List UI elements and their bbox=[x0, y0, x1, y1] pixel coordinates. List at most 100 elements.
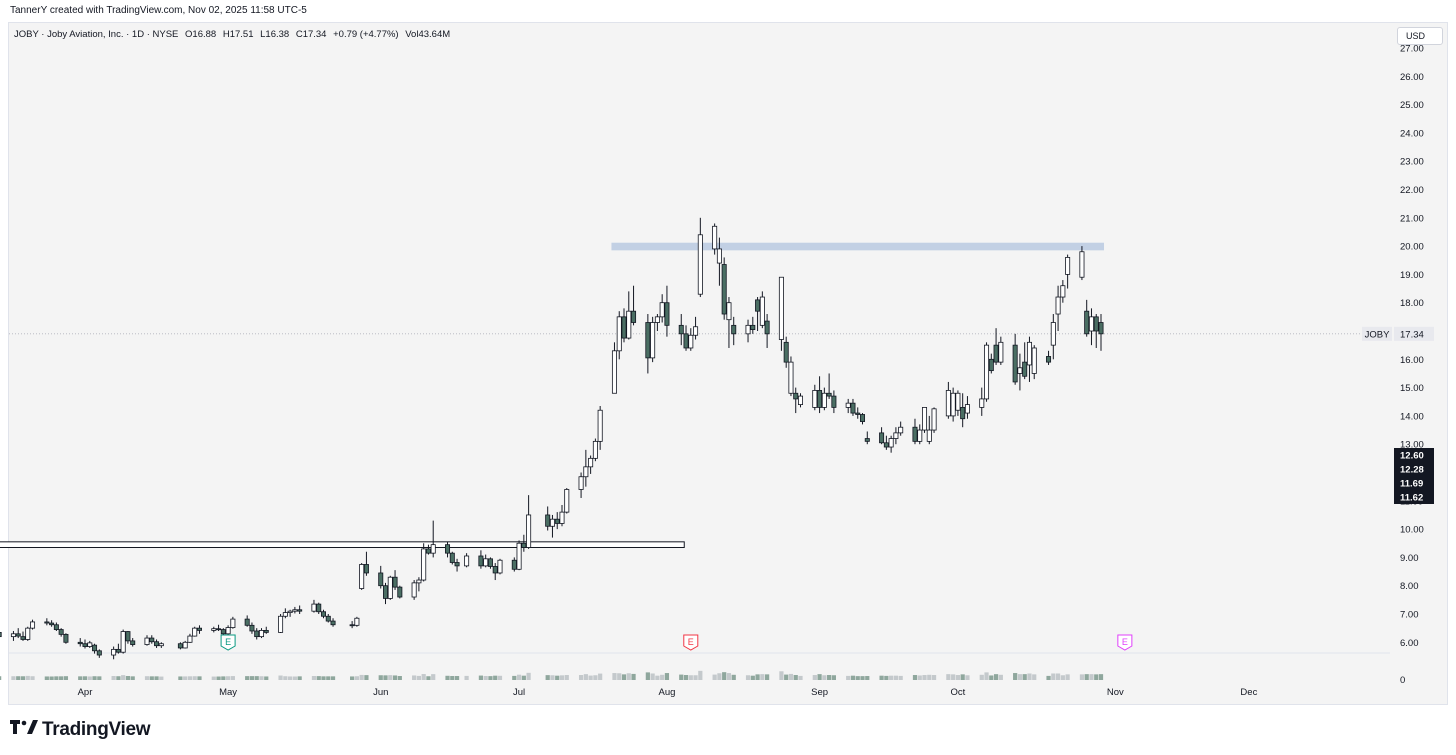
price-axis-tick: 19.00 bbox=[1400, 270, 1424, 281]
candle-body bbox=[860, 414, 866, 422]
volume-bar bbox=[1084, 674, 1089, 680]
candle-body bbox=[278, 615, 284, 633]
candle-body bbox=[492, 566, 498, 574]
candle-body bbox=[445, 544, 451, 554]
candle-body bbox=[592, 440, 598, 459]
volume-bar bbox=[827, 675, 832, 680]
candle-body bbox=[282, 612, 288, 617]
candle-body bbox=[721, 264, 727, 315]
candle-body bbox=[25, 627, 31, 640]
volume-bar bbox=[526, 672, 531, 680]
volume-bar bbox=[931, 675, 937, 680]
volume-bar bbox=[426, 676, 431, 680]
candle-body bbox=[898, 426, 904, 434]
candle-body bbox=[1088, 316, 1094, 332]
candle-body bbox=[549, 518, 555, 527]
candle-body bbox=[554, 518, 560, 524]
volume-bar bbox=[154, 676, 159, 680]
candle-body bbox=[583, 466, 589, 478]
candle-body bbox=[478, 555, 484, 567]
time-axis-tick: Nov bbox=[1107, 687, 1124, 698]
volume-bar bbox=[917, 675, 922, 680]
time-axis-tick: Oct bbox=[951, 687, 966, 698]
volume-bar bbox=[111, 676, 116, 680]
price-badge-text: 11.62 bbox=[1400, 493, 1423, 504]
volume-bar bbox=[712, 674, 717, 680]
volume-bar bbox=[984, 672, 989, 680]
tradingview-brand: TradingView bbox=[10, 719, 151, 741]
chart-panel[interactable] bbox=[8, 22, 1448, 705]
volume-bar bbox=[512, 675, 517, 680]
volume-bar bbox=[63, 676, 69, 680]
volume-bar bbox=[249, 676, 255, 680]
price-axis-tick: 27.00 bbox=[1400, 44, 1424, 55]
currency-button[interactable]: USD bbox=[1397, 27, 1443, 45]
price-axis-tick: 26.00 bbox=[1400, 72, 1424, 83]
volume-bar bbox=[898, 675, 903, 680]
volume-bar bbox=[726, 673, 732, 680]
candle-body bbox=[144, 637, 150, 645]
volume-bar bbox=[989, 675, 994, 680]
volume-bar bbox=[54, 676, 59, 680]
candle-body bbox=[449, 552, 455, 563]
volume-bar bbox=[698, 670, 703, 680]
volume-bar bbox=[412, 675, 417, 680]
tradingview-logo-icon bbox=[10, 719, 38, 741]
volume-bar bbox=[149, 676, 154, 680]
candle-body bbox=[750, 324, 756, 330]
volume-bar bbox=[44, 676, 49, 680]
price-badge bbox=[1394, 448, 1434, 462]
volume-bar bbox=[650, 673, 655, 680]
candle-body bbox=[30, 621, 36, 629]
candle-body bbox=[993, 344, 999, 363]
volume-bar bbox=[278, 675, 283, 680]
candle-body bbox=[115, 648, 121, 653]
volume-bar bbox=[25, 675, 30, 680]
candle-body bbox=[425, 548, 431, 554]
candle-body bbox=[483, 558, 489, 567]
volume-bar bbox=[793, 675, 798, 680]
time-axis-tick: Apr bbox=[78, 687, 93, 698]
brand-name: TradingView bbox=[42, 719, 151, 741]
volume-bar bbox=[178, 676, 183, 680]
volume-bar bbox=[187, 676, 193, 680]
volume-bar bbox=[11, 676, 16, 680]
candle-body bbox=[726, 302, 732, 321]
candle-body bbox=[158, 643, 164, 647]
candle-body bbox=[693, 326, 699, 336]
volume-bar bbox=[0, 676, 2, 680]
volume-bar bbox=[1046, 675, 1051, 680]
volume-bar bbox=[583, 674, 588, 680]
volume-bar bbox=[350, 676, 355, 680]
volume-bar bbox=[20, 676, 26, 680]
candle-body bbox=[378, 572, 384, 587]
candle-body bbox=[411, 582, 417, 598]
volume-bar bbox=[951, 674, 956, 680]
candle-body bbox=[1017, 367, 1023, 374]
candle-body bbox=[177, 643, 183, 649]
candle-body bbox=[817, 390, 823, 408]
candle-body bbox=[192, 627, 198, 637]
volume-bar bbox=[831, 675, 836, 680]
candle-body bbox=[879, 432, 885, 444]
candle-body bbox=[1046, 356, 1052, 363]
volume-bar bbox=[292, 676, 297, 680]
price-axis-tick: 9.00 bbox=[1400, 553, 1419, 564]
candle-body bbox=[1093, 316, 1099, 332]
volume-bar bbox=[488, 676, 493, 680]
candle-body bbox=[764, 320, 770, 335]
candle-body bbox=[597, 409, 603, 442]
volume-bar bbox=[631, 673, 636, 680]
volume-bar bbox=[211, 676, 216, 680]
candle-body bbox=[1084, 310, 1090, 335]
volume-bar bbox=[612, 673, 617, 680]
volume-bar bbox=[817, 674, 822, 680]
candle-body bbox=[1031, 347, 1037, 374]
price-badge-text: 12.28 bbox=[1400, 465, 1424, 476]
candle-body bbox=[196, 627, 202, 631]
volume-bar bbox=[550, 675, 555, 680]
volume-bar bbox=[788, 673, 794, 680]
candle-body bbox=[359, 564, 365, 589]
candle-body bbox=[1060, 285, 1066, 298]
